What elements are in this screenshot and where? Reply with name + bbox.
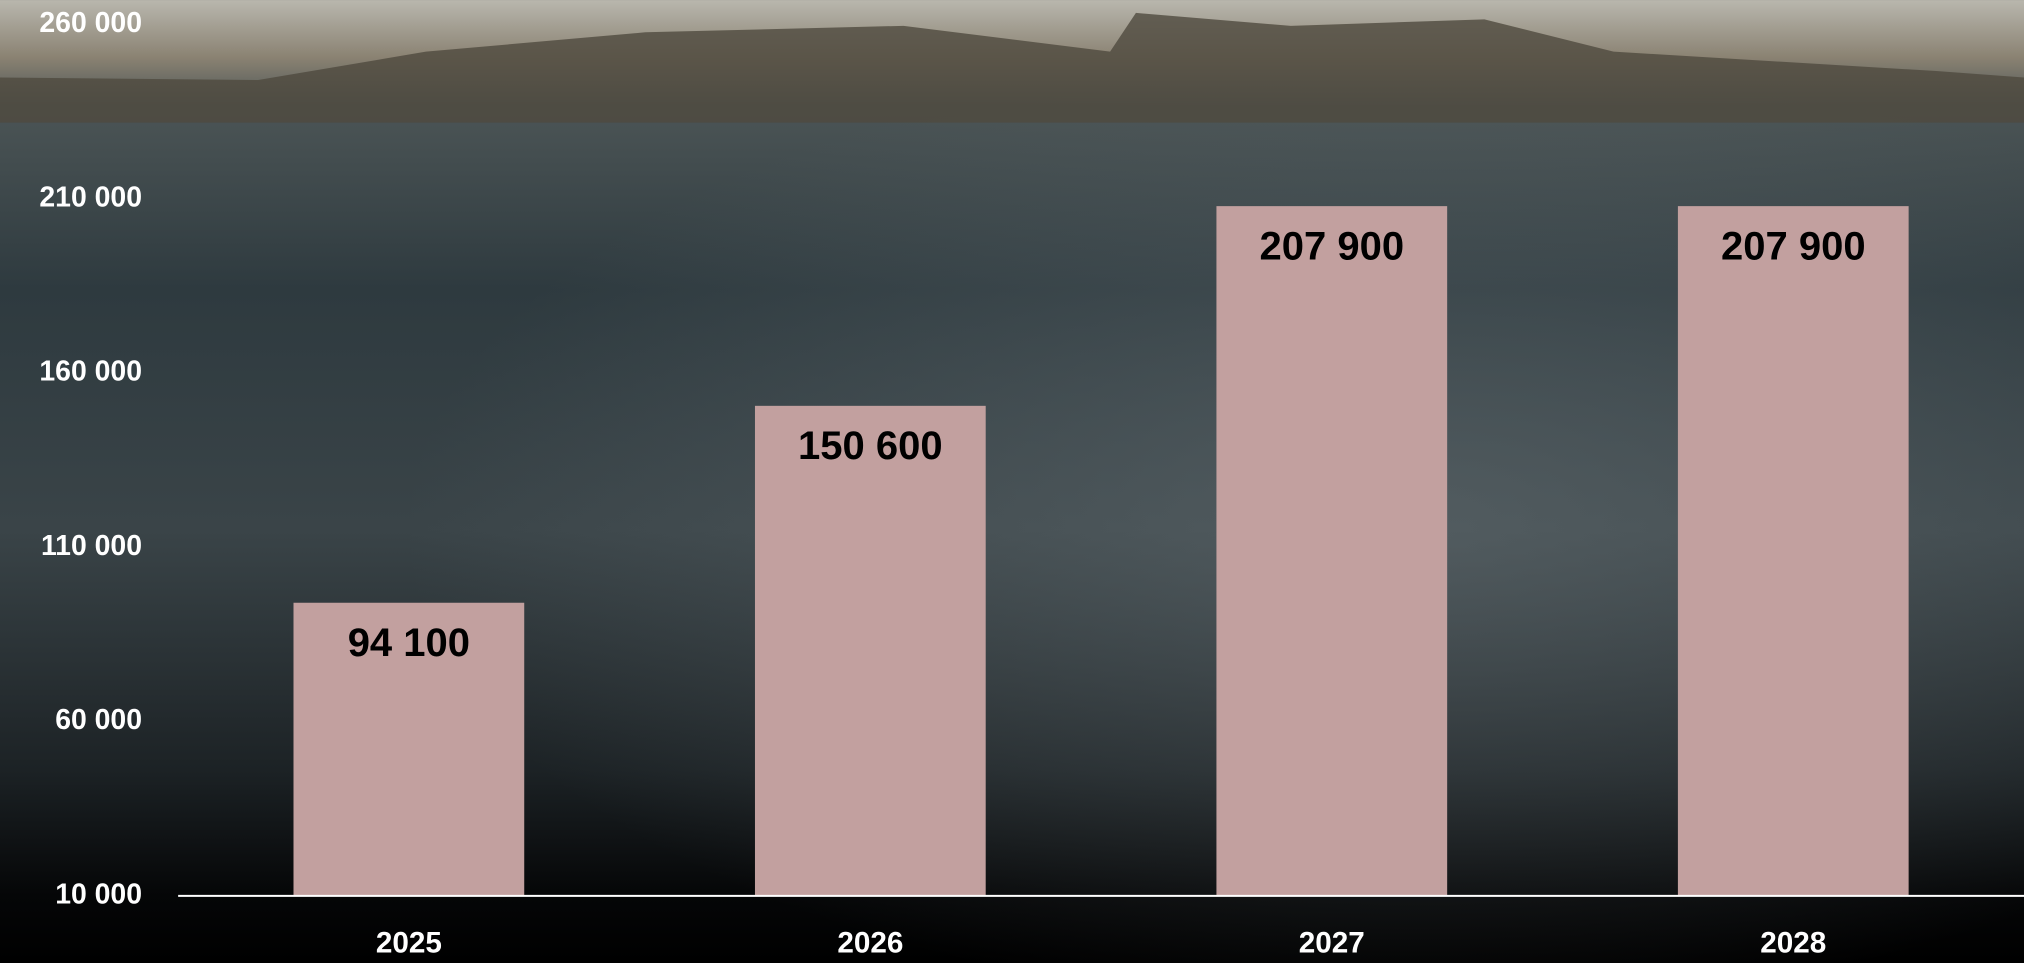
value-label: 150 600: [798, 424, 943, 468]
value-label: 94 100: [348, 621, 470, 665]
chart: 10 000 60 000 110 000 160 000 210 000 260 000…: [0, 0, 2024, 963]
bar: [1216, 206, 1447, 896]
bar: [755, 406, 986, 896]
x-tick-label: 2026: [837, 927, 903, 960]
y-tick-label: 260 000: [39, 7, 142, 39]
value-label: 207 900: [1721, 224, 1866, 268]
y-tick-label: 60 000: [55, 704, 142, 736]
bar: [1678, 206, 1909, 896]
x-tick-label: 2025: [376, 927, 442, 960]
x-tick-label: 2027: [1299, 927, 1365, 960]
y-tick-label: 110 000: [41, 530, 142, 562]
page: {"chart_data": {"type": "bar", "categori…: [0, 0, 2024, 963]
y-tick-label: 10 000: [55, 878, 142, 910]
y-tick-label: 160 000: [39, 356, 142, 388]
y-tick-label: 210 000: [39, 181, 142, 213]
x-tick-label: 2028: [1760, 927, 1826, 960]
value-label: 207 900: [1260, 224, 1405, 268]
